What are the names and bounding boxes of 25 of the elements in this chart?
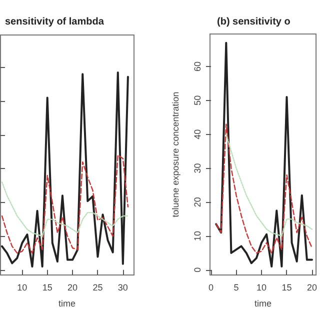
- x-tick-label: 15: [42, 282, 52, 292]
- y-tick-label: 50: [192, 95, 202, 106]
- y-tick-label: 10: [192, 231, 202, 242]
- line-series: [215, 42, 313, 268]
- chart-title: sensitivity of lambda: [5, 16, 104, 28]
- x-tick-label: 15: [282, 282, 292, 292]
- x-axis-title: time: [254, 298, 272, 308]
- x-tick-label: 30: [118, 282, 128, 292]
- x-tick-label: 10: [17, 282, 28, 292]
- x-axis-title: time: [58, 298, 76, 308]
- y-tick-label: 0: [192, 267, 202, 272]
- y-tick-label: 60: [192, 62, 202, 72]
- y-tick-label: 30: [192, 163, 202, 174]
- y-tick-label: 20: [192, 197, 202, 208]
- x-tick-label: 20: [306, 282, 317, 292]
- x-tick-label: 10: [256, 282, 267, 292]
- x-tick-label: 5: [234, 282, 239, 292]
- x-tick-label: 25: [92, 282, 103, 292]
- y-tick-label: 40: [192, 129, 202, 140]
- x-tick-label: 0: [208, 282, 214, 292]
- line-series: [226, 134, 313, 237]
- y-axis-title: toluene exposure concentration: [170, 92, 180, 218]
- x-tick-label: 20: [68, 282, 78, 292]
- line-series: [215, 124, 313, 254]
- chart-title: (b) sensitivity o: [217, 16, 290, 28]
